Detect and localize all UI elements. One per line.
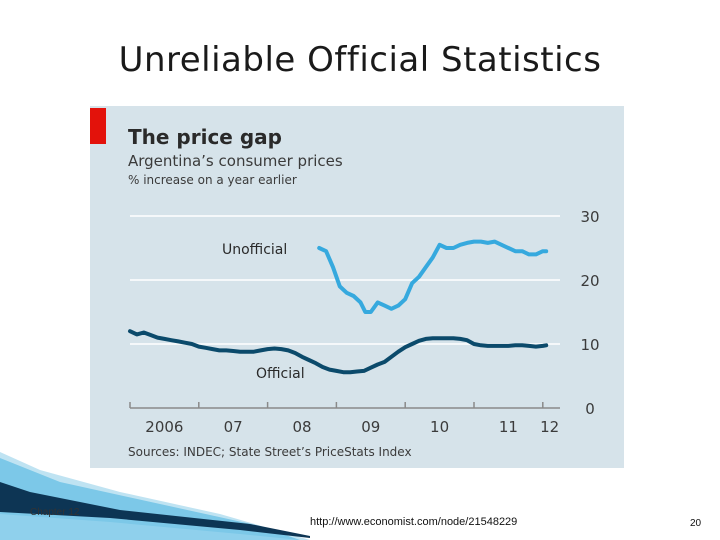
y-tick-labels: 0 10 20 30 [580, 208, 599, 418]
x-tick-label-12: 12 [540, 418, 559, 436]
y-tick-label-20: 20 [580, 272, 599, 290]
x-tick-label-10: 10 [430, 418, 449, 436]
y-tick-label-30: 30 [580, 208, 599, 226]
grid-layer [130, 215, 560, 345]
footer-decoration [0, 452, 310, 540]
y-tick-label-10: 10 [580, 336, 599, 354]
x-tick-label-08: 08 [292, 418, 311, 436]
footer-source-url[interactable]: http://www.economist.com/node/21548229 [310, 516, 518, 528]
price-gap-chart: The price gap Argentina’s consumer price… [128, 125, 600, 459]
chart-ylabel: % increase on a year earlier [128, 173, 297, 187]
economist-accent-bar [90, 108, 106, 144]
series-line-unofficial [317, 239, 549, 314]
chart-source: Sources: INDEC; State Street’s PriceStat… [128, 445, 412, 459]
chart-subtitle: Argentina’s consumer prices [128, 152, 343, 170]
footer-wave-dark [0, 482, 310, 538]
chart-panel: The price gap Argentina’s consumer price… [90, 106, 624, 468]
chart-title: The price gap [128, 125, 282, 149]
x-axis: 2006 07 08 09 10 11 12 [129, 402, 560, 436]
series-layer [128, 239, 549, 375]
x-tick-label-2006: 2006 [145, 418, 183, 436]
slide-title: Unreliable Official Statistics [118, 40, 602, 80]
x-tick-label-07: 07 [224, 418, 243, 436]
series-label-unofficial: Unofficial [222, 242, 287, 258]
y-tick-label-0: 0 [585, 400, 595, 418]
series-label-official: Official [256, 366, 305, 382]
page-number: 20 [690, 518, 702, 529]
footer-chapter: Chapter 12 [30, 507, 80, 518]
x-tick-label-09: 09 [361, 418, 380, 436]
x-tick-label-11: 11 [499, 418, 518, 436]
footer-wave-base [0, 514, 300, 540]
series-line-official [128, 329, 549, 375]
